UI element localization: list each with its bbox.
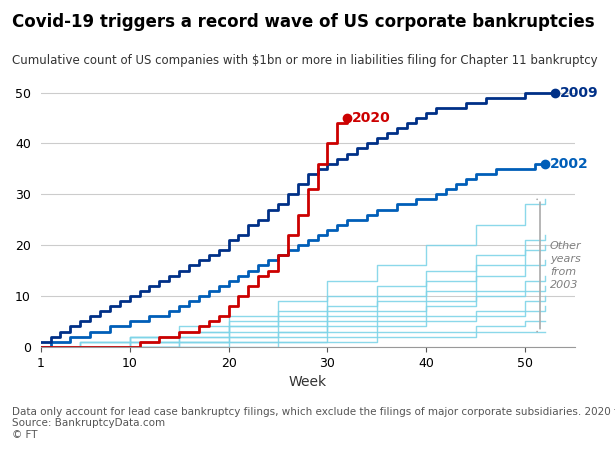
Text: Data only account for lead case bankruptcy filings, which exclude the filings of: Data only account for lead case bankrupt… (12, 407, 615, 440)
Text: 2009: 2009 (560, 85, 598, 100)
Text: 2020: 2020 (352, 111, 391, 125)
Text: Cumulative count of US companies with $1bn or more in liabilities filing for Cha: Cumulative count of US companies with $1… (12, 54, 598, 67)
Text: 2002: 2002 (550, 157, 589, 171)
Text: Covid-19 triggers a record wave of US corporate bankruptcies: Covid-19 triggers a record wave of US co… (12, 13, 595, 31)
X-axis label: Week: Week (288, 375, 327, 389)
Text: Other
years
from
2003: Other years from 2003 (550, 241, 582, 290)
